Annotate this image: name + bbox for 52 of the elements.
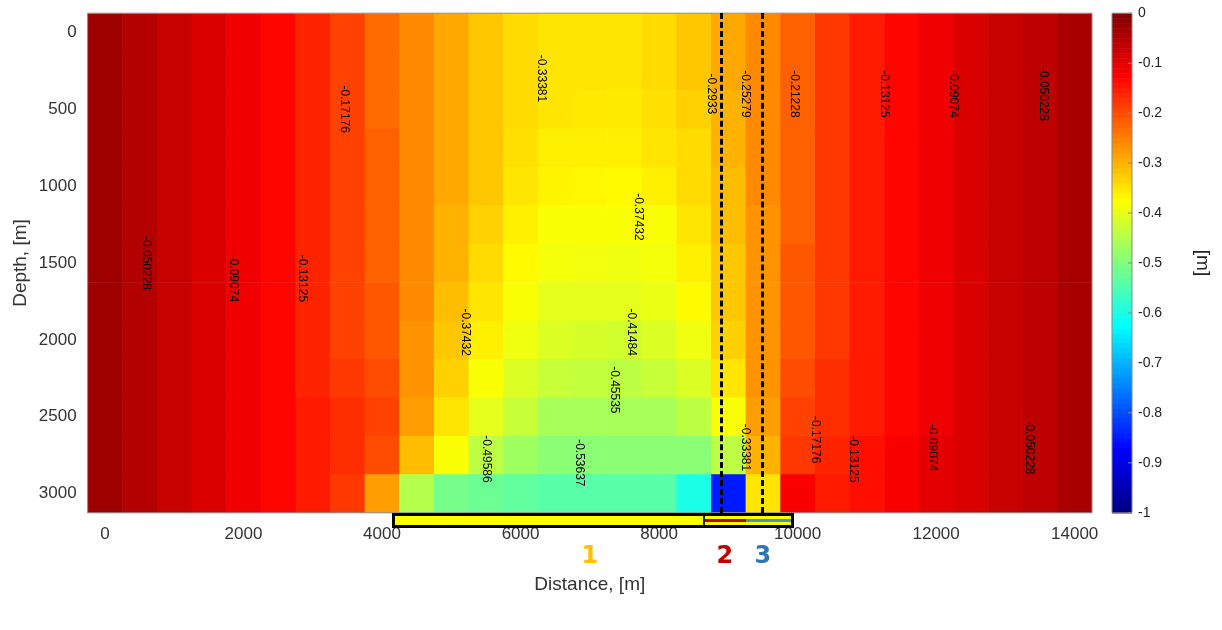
y-axis-title: Depth, [m] xyxy=(8,219,30,307)
annotation: -0.2933 xyxy=(704,73,719,115)
color-bar-label: -0.2 xyxy=(1138,103,1163,120)
annotation: -0.13125 xyxy=(846,435,861,484)
annotation: -0.53637 xyxy=(573,439,588,487)
annotation: -0.050228 xyxy=(140,235,155,291)
annotation: -0.37432 xyxy=(458,308,473,357)
annotation: -0.25279 xyxy=(739,70,754,118)
annotation: -0.17176 xyxy=(808,416,823,464)
annotation: -0.21228 xyxy=(787,70,802,118)
x-axis-title: Distance, [m] xyxy=(534,572,646,594)
x-tick-label: 4000 xyxy=(363,523,401,543)
annotation: -0.33381 xyxy=(535,54,550,103)
annotation: -0.050228 xyxy=(1023,420,1038,475)
color-bar-label: 0 xyxy=(1138,4,1146,21)
x-tick-label: 10000 xyxy=(773,523,822,543)
color-bar-label: -0.6 xyxy=(1138,303,1163,320)
color-bar-label: -0.8 xyxy=(1138,403,1163,420)
y-tick-label: 1000 xyxy=(38,175,77,195)
y-tick-label: 3000 xyxy=(38,483,77,503)
color-bar-label: -0.5 xyxy=(1138,253,1163,270)
y-tick-label: 500 xyxy=(48,98,77,118)
y-tick-label: 1500 xyxy=(38,252,77,272)
y-tick-label: 0 xyxy=(67,22,77,42)
annotation: -0.37432 xyxy=(631,193,646,241)
text: 3 xyxy=(754,540,772,569)
y-tick-label: 2500 xyxy=(38,406,77,426)
annotation: -0.13125 xyxy=(296,254,311,303)
x-tick-label: 0 xyxy=(100,523,110,543)
color-bar-label: -0.9 xyxy=(1138,453,1163,470)
y-tick-label: 2000 xyxy=(38,329,77,349)
color-bar-label: -0.7 xyxy=(1138,353,1163,370)
annotation: -0.49586 xyxy=(479,435,494,484)
text: 2 xyxy=(716,540,734,569)
text: 1 xyxy=(581,540,599,569)
color-bar-title: [m] xyxy=(1192,249,1214,277)
annotation: -0.050228 xyxy=(1037,66,1052,122)
annotation: -0.13125 xyxy=(877,70,892,118)
annotation: -0.09074 xyxy=(226,254,241,303)
annotation: -0.33381 xyxy=(739,423,754,472)
x-tick-label: 14000 xyxy=(1051,523,1099,543)
annotation: -0.45535 xyxy=(607,366,622,414)
color-bar-label: -0.3 xyxy=(1138,153,1163,170)
color-bar-label: -0.1 xyxy=(1138,54,1163,71)
color-bar-label: -1 xyxy=(1138,503,1151,520)
x-tick-label: 2000 xyxy=(224,523,263,543)
annotation: -0.09074 xyxy=(926,423,941,472)
annotation: -0.41484 xyxy=(625,308,640,357)
x-tick-label: 12000 xyxy=(912,523,960,543)
annotation: -0.17176 xyxy=(337,85,352,134)
annotation: -0.09074 xyxy=(947,70,962,118)
color-bar-label: -0.4 xyxy=(1138,203,1163,220)
